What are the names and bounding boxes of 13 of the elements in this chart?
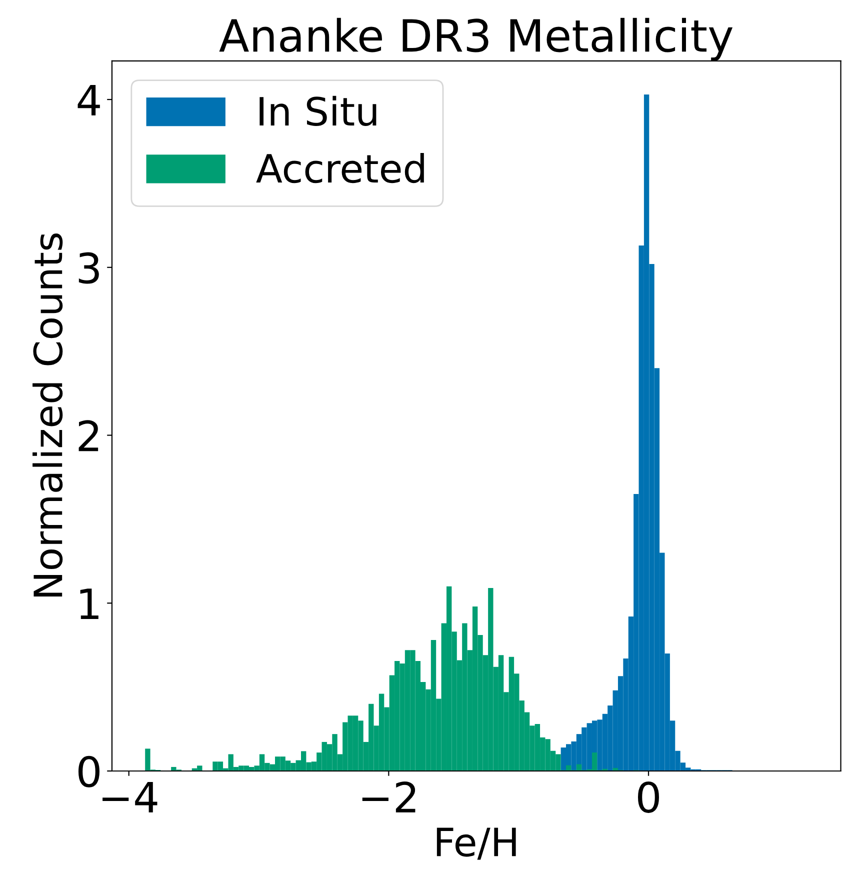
- y-axis-title: Normalized Counts: [32, 234, 63, 596]
- legend-label: Accreted: [256, 152, 424, 184]
- y-tick-label: 3: [78, 252, 99, 284]
- x-tick-label: −4: [102, 782, 158, 812]
- y-tick-label: 1: [80, 588, 98, 619]
- x-axis-title: Fe/H: [436, 828, 516, 860]
- y-tick-label: 4: [78, 84, 100, 116]
- chart-title: Ananke DR3 Metallicity: [219, 18, 733, 61]
- x-tick-label: −2: [362, 781, 416, 812]
- y-tick-label: 2: [78, 420, 98, 452]
- legend-label: In Situ: [260, 96, 376, 126]
- x-tick-label: 0: [638, 781, 659, 813]
- y-tick-label: 0: [78, 756, 100, 788]
